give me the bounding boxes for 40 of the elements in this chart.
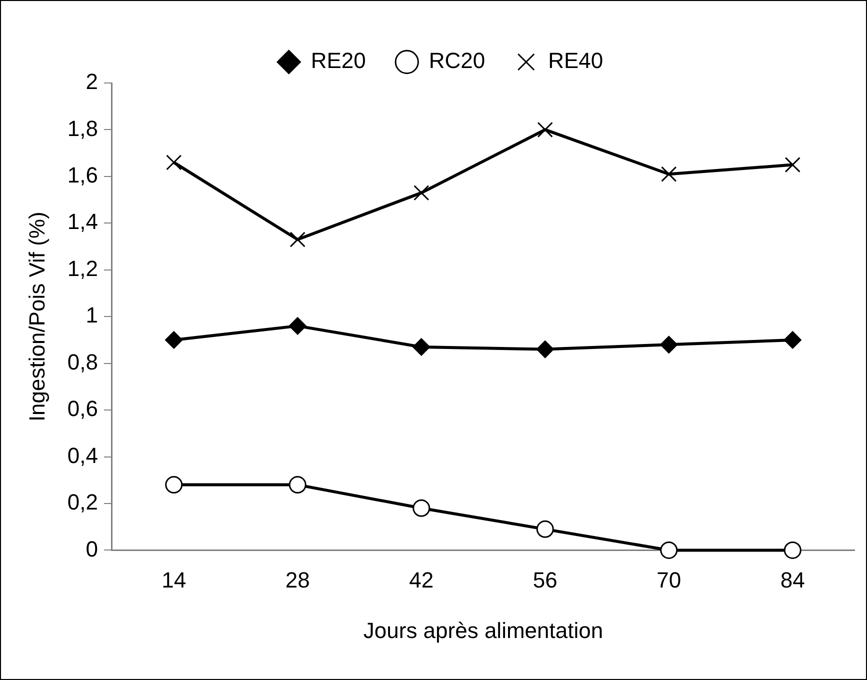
point xyxy=(165,476,183,494)
point xyxy=(166,154,182,170)
point xyxy=(288,317,306,335)
x-tick-label: 70 xyxy=(656,567,682,592)
x-tick-label: 56 xyxy=(532,567,558,592)
point xyxy=(412,499,430,517)
point xyxy=(784,541,802,559)
point xyxy=(412,338,430,356)
x-tick-label: 28 xyxy=(285,567,310,592)
point xyxy=(288,476,306,494)
y-tick-label: 1,2 xyxy=(67,256,98,281)
y-tick-label: 0,6 xyxy=(67,396,98,422)
point xyxy=(414,184,430,201)
y-tick-label: 0 xyxy=(86,536,98,562)
legend-label: RE20 xyxy=(310,48,366,74)
legend-label: RC20 xyxy=(428,48,486,74)
y-tick-label: 1,6 xyxy=(67,162,98,188)
point xyxy=(536,340,554,358)
y-axis-title: Ingestion/Pois Vif (%) xyxy=(24,212,50,422)
y-tick-label: 2 xyxy=(86,69,98,94)
y-tick-label: 1 xyxy=(86,302,98,328)
y-tick-label: 1,4 xyxy=(67,209,98,234)
y-tick-label: 0,2 xyxy=(67,490,98,515)
point xyxy=(537,122,553,138)
y-tick-label: 1,8 xyxy=(67,116,98,141)
point xyxy=(784,331,802,349)
legend-label: RE40 xyxy=(548,48,604,74)
point xyxy=(165,331,183,349)
point xyxy=(661,166,677,182)
point xyxy=(536,520,554,538)
x-axis-title: Jours après alimentation xyxy=(363,618,604,643)
y-tick-label: 0,8 xyxy=(67,349,98,374)
x-tick-label: 42 xyxy=(409,567,434,592)
point xyxy=(660,336,678,354)
point xyxy=(784,156,800,173)
point xyxy=(290,232,306,248)
x-tick-label: 84 xyxy=(780,567,805,592)
x-tick-label: 14 xyxy=(162,567,186,592)
point xyxy=(660,541,678,559)
y-tick-label: 0,4 xyxy=(67,442,98,468)
